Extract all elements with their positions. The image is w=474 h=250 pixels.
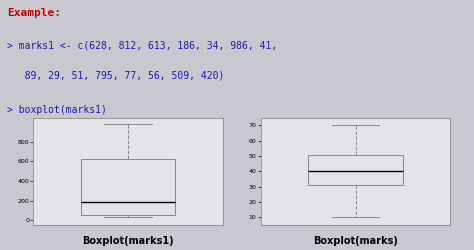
PathPatch shape <box>308 155 403 185</box>
Text: Boxplot(marks1): Boxplot(marks1) <box>82 236 174 246</box>
Text: > boxplot(marks1): > boxplot(marks1) <box>7 105 107 115</box>
Text: Boxplot(marks): Boxplot(marks) <box>313 236 398 246</box>
Text: Example:: Example: <box>7 8 61 18</box>
Text: 89, 29, 51, 795, 77, 56, 509, 420): 89, 29, 51, 795, 77, 56, 509, 420) <box>7 70 225 80</box>
Text: > marks1 <- c(628, 812, 613, 186, 34, 986, 41,: > marks1 <- c(628, 812, 613, 186, 34, 98… <box>7 40 277 50</box>
PathPatch shape <box>81 160 175 215</box>
